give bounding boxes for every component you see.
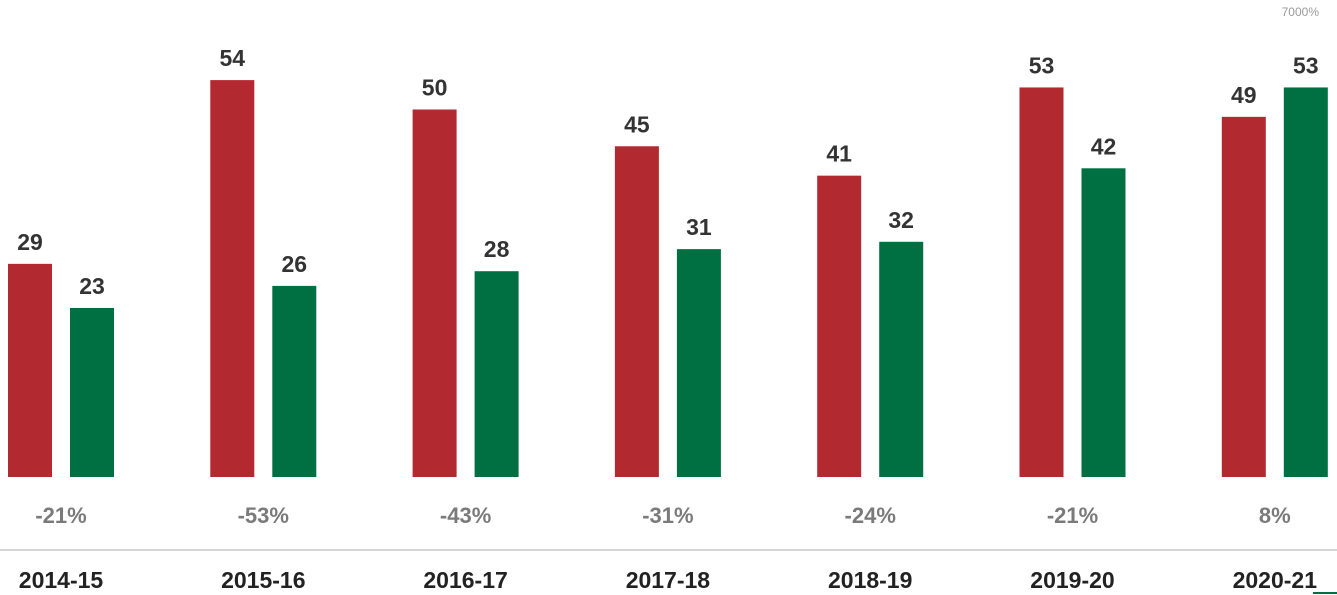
change-label-2020-21: 8% [1259, 503, 1291, 528]
category-label-2019-20: 2019-20 [1030, 567, 1114, 593]
bar-2015-16-series-2 [272, 285, 317, 477]
bar-2014-15-series-2 [70, 307, 114, 477]
data-label-2019-20-series-1: 53 [1029, 52, 1055, 78]
change-label-2019-20: -21% [1047, 503, 1098, 528]
data-label-2017-18-series-2: 31 [686, 214, 712, 240]
change-label-2018-19: -24% [845, 503, 896, 528]
data-label-2020-21-series-2: 53 [1293, 52, 1319, 78]
category-label-2018-19: 2018-19 [828, 567, 912, 593]
bar-2017-18-series-1 [614, 146, 659, 477]
change-label-2014-15: -21% [35, 503, 86, 528]
data-label-2014-15-series-2: 23 [79, 273, 105, 299]
data-label-2014-15-series-1: 29 [17, 229, 43, 255]
bar-2019-20-series-2 [1081, 168, 1126, 478]
data-label-2019-20-series-2: 42 [1091, 133, 1117, 159]
data-label-2015-16-series-2: 26 [282, 251, 308, 277]
bar-2020-21-series-1 [1221, 116, 1266, 477]
bar-2016-17-series-2 [474, 271, 519, 477]
change-label-2017-18: -31% [642, 503, 693, 528]
category-label-2015-16: 2015-16 [221, 567, 305, 593]
data-label-2017-18-series-1: 45 [624, 111, 650, 137]
bars-group [8, 80, 1328, 478]
category-labels-group: 2014-15 2015-16 2016-17 2017-18 2018-19 2019-… [19, 567, 1317, 593]
data-label-2018-19-series-2: 32 [888, 207, 914, 233]
data-label-2015-16-series-1: 54 [220, 45, 246, 71]
change-label-2015-16: -53% [238, 503, 289, 528]
value-labels-group: 29 23 54 26 50 28 45 31 41 32 53 42 49 53 [17, 45, 1318, 299]
change-labels-group: -21% -53% -43% -31% -24% -21% 8% [35, 503, 1290, 528]
bar-2020-21-series-2 [1283, 87, 1328, 477]
data-label-2016-17-series-1: 50 [422, 75, 448, 101]
bar-2014-15-series-1 [8, 263, 52, 477]
bar-2018-19-series-2 [879, 241, 924, 477]
category-label-2017-18: 2017-18 [626, 567, 711, 593]
axis-unit-label: 7000% [1282, 5, 1320, 19]
bar-2017-18-series-2 [676, 249, 721, 477]
bar-2016-17-series-1 [412, 109, 457, 477]
change-label-2016-17: -43% [440, 503, 491, 528]
data-label-2016-17-series-2: 28 [484, 236, 510, 262]
data-label-2020-21-series-1: 49 [1231, 82, 1257, 108]
bar-2019-20-series-1 [1019, 87, 1064, 477]
category-label-2016-17: 2016-17 [423, 567, 507, 593]
category-label-2014-15: 2014-15 [19, 567, 104, 593]
bar-2015-16-series-1 [210, 80, 255, 477]
bar-2018-19-series-1 [817, 175, 862, 477]
data-label-2018-19-series-1: 41 [826, 141, 852, 167]
category-label-2020-21: 2020-21 [1233, 567, 1318, 593]
